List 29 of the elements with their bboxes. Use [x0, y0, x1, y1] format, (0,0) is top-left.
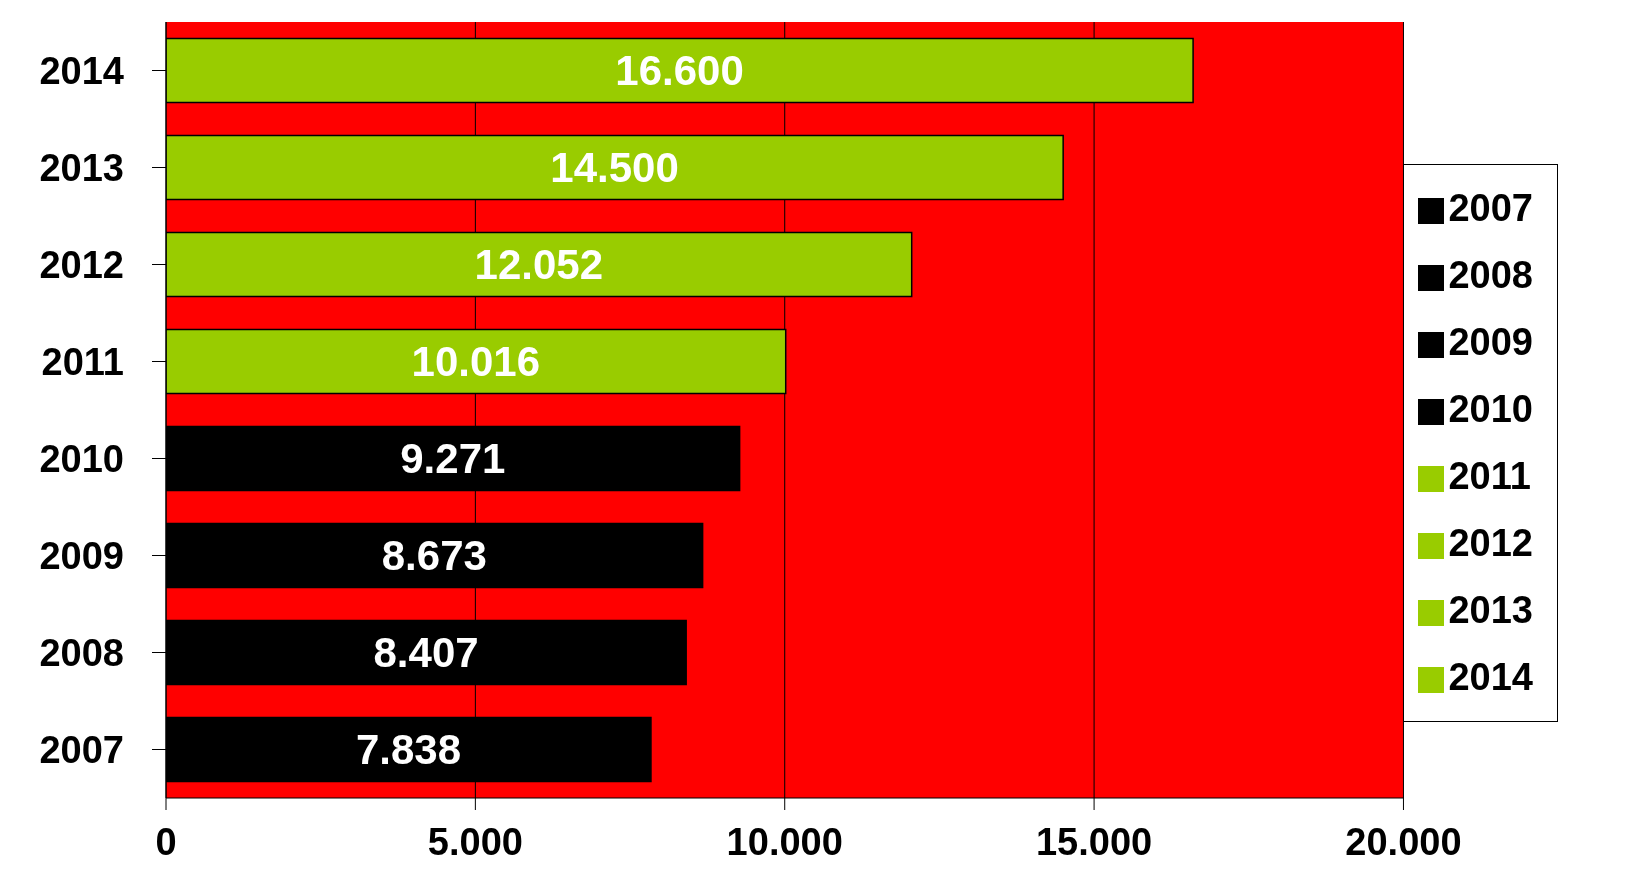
legend-label: 2007 — [1448, 187, 1533, 229]
data-label: 7.838 — [355, 726, 462, 774]
data-label: 10.016 — [411, 338, 541, 386]
x-tick-label: 20.000 — [1345, 820, 1462, 863]
y-tick-label: 2011 — [41, 340, 124, 383]
legend-label: 2014 — [1448, 656, 1533, 698]
data-label: 14.500 — [550, 144, 679, 192]
x-tick-label: 5.000 — [427, 820, 523, 863]
legend-label: 2009 — [1448, 321, 1533, 363]
data-label: 8.407 — [373, 629, 479, 677]
data-label: 8.673 — [381, 532, 487, 580]
x-tick-label: 15.000 — [1035, 820, 1153, 863]
legend-label: 2010 — [1448, 388, 1533, 430]
y-tick-label: 2014 — [39, 49, 124, 92]
x-tick-label: 10.000 — [726, 820, 843, 863]
legend-label: 2011 — [1448, 455, 1531, 497]
y-tick-label: 2012 — [39, 243, 124, 286]
data-label: 12.052 — [474, 241, 604, 289]
y-tick-label: 2008 — [39, 631, 124, 674]
legend-label: 2013 — [1448, 589, 1533, 631]
y-tick-label: 2010 — [39, 437, 124, 480]
y-tick-label: 2007 — [39, 728, 124, 771]
legend-label: 2008 — [1448, 254, 1533, 296]
y-tick-label: 2009 — [39, 534, 124, 577]
data-label: 16.600 — [615, 47, 744, 95]
y-tick-label: 2013 — [39, 146, 124, 189]
x-tick-label: 0 — [155, 820, 177, 863]
legend-label: 2012 — [1448, 522, 1533, 564]
data-label: 9.271 — [400, 435, 506, 483]
